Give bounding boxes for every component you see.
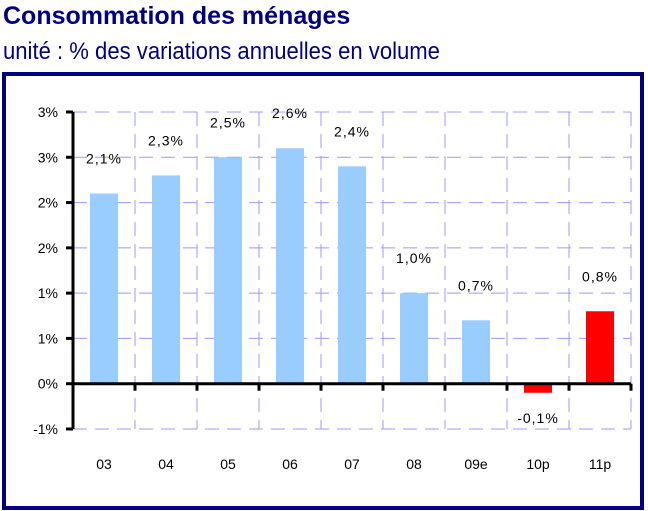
bar-09e [462,320,490,384]
bar-10p [524,383,552,393]
bar-04 [152,175,180,384]
x-tick-label-04: 04 [158,456,174,472]
y-tick-label: 2% [38,240,58,256]
bar-05 [214,157,242,384]
y-tick-label: -1% [33,421,58,437]
y-tick-label: 1% [38,285,58,301]
x-tick-label-09e: 09e [464,456,488,472]
x-tick-label-11p: 11p [589,456,612,472]
y-tick-label: 1% [38,330,58,346]
data-label-07: 2,4% [334,123,370,139]
data-label-04: 2,3% [148,132,184,148]
data-label-03: 2,1% [86,151,122,167]
x-tick-label-10p: 10p [526,456,550,472]
bar-06 [276,148,304,384]
chart-frame [2,72,644,510]
chart-title: Consommation des ménages [3,2,351,30]
bar-03 [90,193,118,384]
data-label-09e: 0,7% [458,277,494,293]
y-tick-label: 3% [38,104,58,120]
x-tick-label-07: 07 [344,456,360,472]
data-label-10p: -0,1% [517,410,559,426]
bar-08 [400,293,428,384]
x-tick-label-05: 05 [220,456,236,472]
bar-07 [338,166,366,384]
data-label-06: 2,6% [272,105,308,121]
chart-subtitle: unité : % des variations annuelles en vo… [3,38,440,65]
x-tick-label-08: 08 [406,456,422,472]
y-tick-label: 2% [38,195,58,211]
y-tick-label: 3% [38,149,58,165]
bar-11p [586,311,614,384]
x-tick-label-06: 06 [282,456,298,472]
data-label-05: 2,5% [210,114,246,130]
data-label-11p: 0,8% [582,268,618,284]
x-tick-label-03: 03 [96,456,112,472]
data-label-08: 1,0% [396,250,432,266]
y-tick-label: 0% [38,376,58,392]
